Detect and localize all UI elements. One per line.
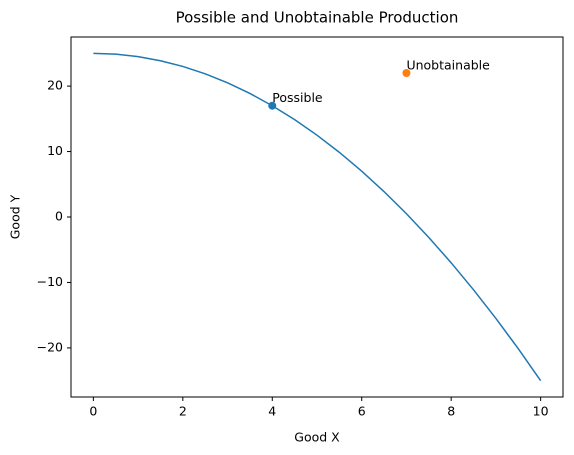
plot-frame	[70, 36, 564, 398]
x-tick-label: 8	[447, 404, 455, 419]
y-tick-label: −10	[37, 274, 63, 289]
point-label: Possible	[272, 90, 323, 105]
point	[402, 69, 411, 77]
x-tick-label: 10	[533, 404, 549, 419]
x-tick-label: 6	[358, 404, 366, 419]
y-tick-label: 20	[47, 78, 63, 93]
x-tick-label: 4	[268, 404, 276, 419]
y-tick-label: 10	[47, 143, 63, 158]
y-tick-label: −20	[37, 339, 63, 354]
point-label: Unobtainable	[406, 58, 490, 73]
line-series	[93, 52, 542, 382]
y-tick-label: 0	[55, 209, 63, 224]
y-axis-label: Good Y	[8, 194, 23, 239]
chart-title: Possible and Unobtainable Production	[176, 9, 459, 27]
x-axis-label: Good X	[294, 430, 340, 445]
x-tick-label: 0	[89, 404, 97, 419]
point	[268, 101, 277, 110]
x-tick-label: 2	[179, 404, 187, 419]
